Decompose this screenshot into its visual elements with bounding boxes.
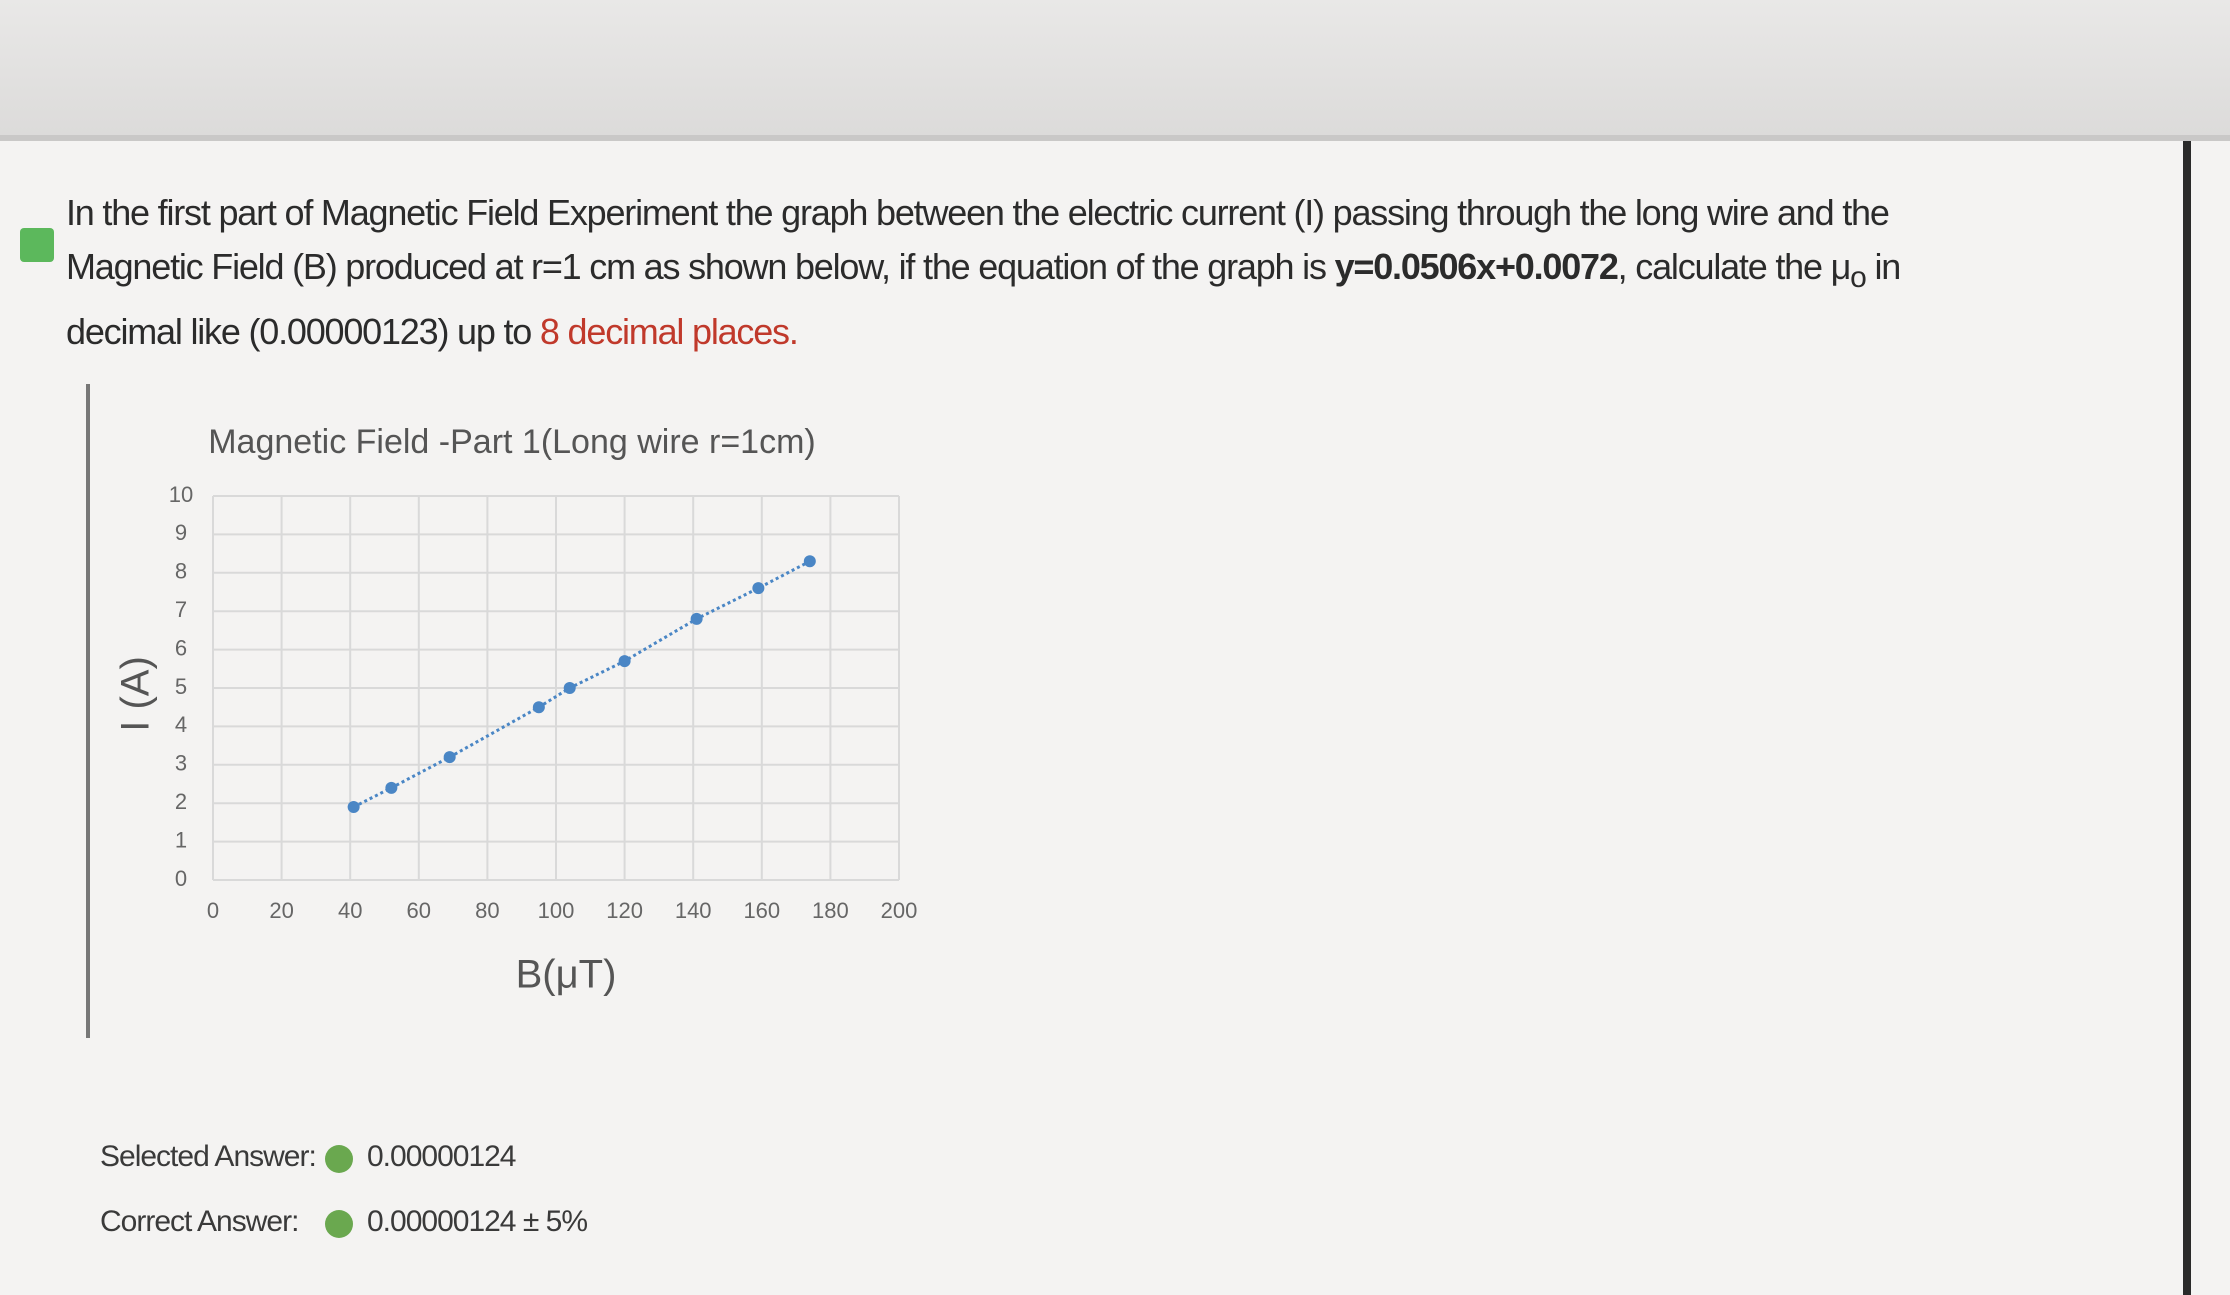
data-point xyxy=(803,555,816,568)
selected-label: Selected Answer: xyxy=(100,1140,317,1173)
question-part: In the first part of Magnetic Field Expe… xyxy=(66,192,1890,287)
data-point xyxy=(385,781,398,794)
correct-icon xyxy=(20,228,54,262)
x-tick-label: 140 xyxy=(675,898,712,923)
data-point xyxy=(532,701,545,714)
data-point xyxy=(752,582,765,595)
x-axis-label: B(μT) xyxy=(516,953,617,997)
mu-symbol: μ xyxy=(1830,246,1852,287)
y-tick-label: 7 xyxy=(175,597,187,622)
data-point xyxy=(618,655,631,668)
y-tick-label: 8 xyxy=(175,559,187,584)
data-point xyxy=(563,682,576,694)
x-tick-label: 60 xyxy=(407,898,431,923)
screen-edge xyxy=(2183,141,2191,1295)
y-tick-label: 2 xyxy=(175,789,187,814)
data-point xyxy=(690,612,703,625)
x-tick-label: 160 xyxy=(743,898,780,923)
trend-line xyxy=(352,559,811,809)
selected-value: 0.00000124 xyxy=(367,1140,516,1173)
question-part: in decimal like (0.00000123) up to xyxy=(66,246,1901,353)
x-tick-label: 100 xyxy=(538,898,575,923)
data-point xyxy=(347,801,360,814)
y-tick-label: 0 xyxy=(175,866,187,891)
y-tick-label: 10 xyxy=(169,482,193,507)
x-tick-label: 200 xyxy=(881,898,918,923)
question-part: , calculate the xyxy=(1617,246,1831,287)
mu-subscript: o xyxy=(1850,261,1867,295)
y-tick-label: 4 xyxy=(175,712,187,737)
precision-note: 8 decimal places. xyxy=(539,311,799,353)
y-axis-label: I (A) xyxy=(114,656,158,732)
correct-value: 0.00000124 ± 5% xyxy=(367,1205,588,1238)
x-tick-label: 40 xyxy=(338,898,362,923)
check-icon xyxy=(325,1145,353,1173)
header-bar xyxy=(0,0,2230,141)
y-tick-label: 6 xyxy=(175,635,187,660)
question-text: In the first part of Magnetic Field Expe… xyxy=(66,186,2006,359)
chart: Magnetic Field -Part 1(Long wire r=1cm) … xyxy=(86,384,918,1038)
y-tick-label: 3 xyxy=(175,751,187,776)
equation: y=0.0506x+0.0072 xyxy=(1334,246,1619,287)
data-point xyxy=(443,751,456,764)
x-tick-label: 0 xyxy=(207,898,219,923)
y-tick-label: 5 xyxy=(175,674,187,699)
y-tick-label: 9 xyxy=(175,520,187,545)
correct-label: Correct Answer: xyxy=(100,1205,299,1238)
y-tick-label: 1 xyxy=(175,827,187,852)
chart-title: Magnetic Field -Part 1(Long wire r=1cm) xyxy=(208,423,816,461)
check-icon xyxy=(325,1210,353,1238)
x-tick-label: 180 xyxy=(812,898,849,923)
x-tick-label: 20 xyxy=(269,898,293,923)
x-tick-label: 80 xyxy=(475,898,499,923)
x-tick-label: 120 xyxy=(606,898,643,923)
